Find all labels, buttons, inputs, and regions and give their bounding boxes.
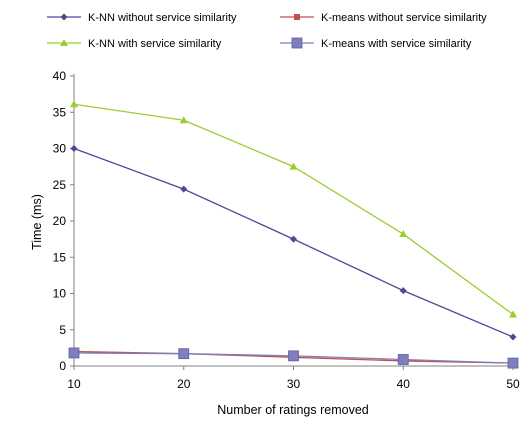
data-point [180, 185, 188, 193]
legend-label: K-means without service similarity [321, 12, 487, 24]
legend-item-4: K-means with service similarity [280, 37, 472, 50]
data-point [507, 357, 519, 369]
data-point [289, 162, 298, 170]
x-tick-label: 40 [397, 377, 411, 391]
y-tick-label: 30 [53, 142, 67, 156]
plot-area: 0 5 10 15 20 25 30 35 40 10 20 30 40 50 [53, 69, 520, 391]
axes: 0 5 10 15 20 25 30 35 40 10 20 30 40 50 [53, 69, 520, 391]
legend-label: K-means with service similarity [321, 38, 472, 50]
y-axis-title: Time (ms) [30, 194, 44, 250]
data-point [288, 350, 299, 362]
data-point [179, 116, 188, 124]
data-point [70, 145, 78, 152]
legend-item-2: K-means without service similarity [280, 12, 487, 24]
y-tick-label: 15 [53, 250, 67, 264]
legend-swatch-marker [60, 39, 68, 46]
data-point [70, 100, 78, 108]
x-tick-label: 30 [287, 377, 301, 391]
series-1 [70, 145, 517, 341]
series-4 [68, 347, 519, 369]
data-point [399, 230, 408, 238]
legend: K-NN without service similarity K-means w… [47, 12, 487, 50]
y-tick-label: 40 [53, 69, 67, 83]
data-point [68, 347, 80, 359]
y-tick-label: 10 [53, 287, 67, 301]
data-point [397, 354, 409, 365]
legend-item-3: K-NN with service similarity [47, 38, 222, 50]
data-point [509, 310, 517, 318]
legend-swatch-marker [291, 37, 303, 49]
data-point [178, 348, 190, 360]
x-tick-label: 10 [67, 377, 81, 391]
series-marks [68, 100, 519, 369]
series-line [73, 103, 514, 316]
y-tick-label: 25 [53, 178, 67, 192]
legend-item-1: K-NN without service similarity [47, 12, 237, 24]
legend-label: K-NN without service similarity [88, 12, 237, 24]
x-tick-label: 20 [177, 377, 191, 391]
series-line [73, 147, 514, 338]
data-point [509, 333, 517, 341]
data-point [399, 287, 407, 295]
legend-swatch-marker [294, 14, 300, 20]
x-axis-title: Number of ratings removed [217, 403, 369, 417]
y-tick-label: 20 [53, 214, 67, 228]
legend-label: K-NN with service similarity [88, 38, 222, 50]
x-tick-label: 50 [506, 377, 520, 391]
data-point [290, 235, 297, 243]
y-tick-label: 0 [59, 359, 66, 373]
legend-swatch-marker [60, 13, 68, 21]
y-tick-label: 5 [59, 323, 66, 337]
y-tick-label: 35 [53, 105, 67, 119]
series-3 [70, 100, 517, 318]
